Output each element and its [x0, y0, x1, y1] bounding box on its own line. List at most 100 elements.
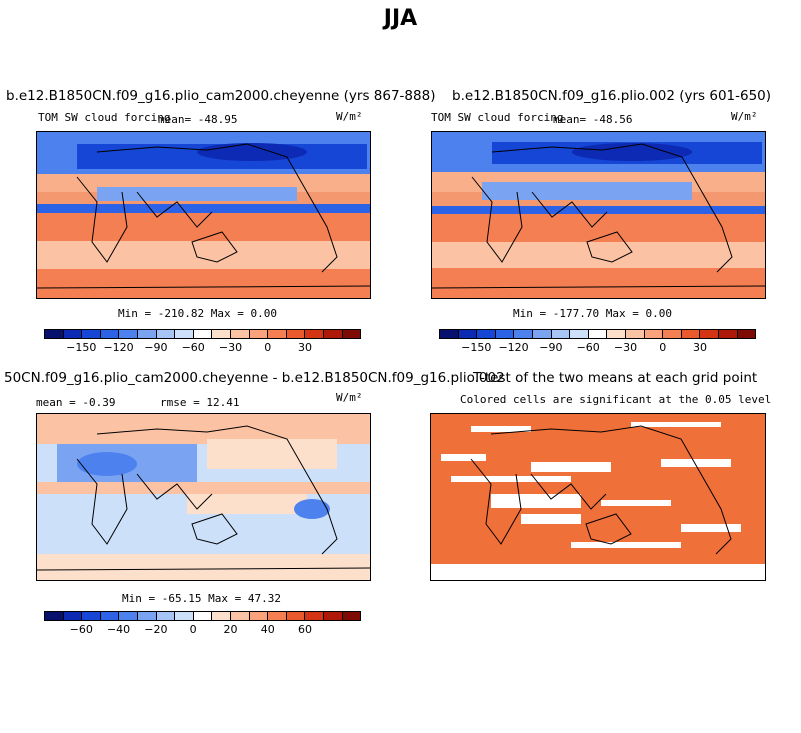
- panel-2-title: b.e12.B1850CN.f09_g16.plio.002 (yrs 601-…: [452, 88, 772, 104]
- colorbar-swatch: [230, 612, 250, 620]
- panel-2-colorbar: [439, 329, 756, 339]
- colorbar-swatch: [119, 612, 138, 620]
- colorbar-tick-label: −60: [69, 623, 93, 636]
- colorbar-tick-label: −90: [144, 341, 168, 354]
- colorbar-swatch: [137, 330, 157, 338]
- panel-4-title: T-test of the two means at each grid poi…: [473, 370, 758, 386]
- colorbar-swatch: [63, 330, 83, 338]
- panel-2-map-graphic: [432, 132, 765, 298]
- colorbar-swatch: [249, 612, 269, 620]
- panel-4-map-graphic: [431, 414, 765, 580]
- panel-2-minmax: Min = -177.70 Max = 0.00: [513, 307, 672, 320]
- panel-2-units: W/m²: [731, 110, 758, 123]
- colorbar-swatch: [625, 330, 645, 338]
- panel-3-map: [36, 413, 371, 581]
- colorbar-swatch: [45, 612, 64, 620]
- colorbar-swatch: [100, 330, 120, 338]
- panel-1-title: b.e12.B1850CN.f09_g16.plio_cam2000.cheye…: [6, 88, 436, 104]
- colorbar-swatch: [119, 330, 138, 338]
- colorbar-swatch: [156, 330, 176, 338]
- colorbar-swatch: [175, 612, 194, 620]
- panel-2-map: [431, 131, 766, 299]
- colorbar-tick-label: 0: [659, 341, 667, 354]
- colorbar-swatch: [681, 330, 701, 338]
- panel-1-colorbar: [44, 329, 361, 339]
- panel-2-colorbar-ticks: −150 −120 −90 −60 −30 0 30: [439, 339, 756, 355]
- colorbar-swatch: [551, 330, 571, 338]
- colorbar-swatch: [323, 612, 343, 620]
- colorbar-swatch: [63, 612, 83, 620]
- colorbar-swatch: [495, 330, 515, 338]
- panel-1-map-graphic: [37, 132, 370, 298]
- colorbar-tick-label: 0: [264, 341, 272, 354]
- colorbar-tick-label: 20: [223, 623, 238, 636]
- panel-3-map-graphic: [37, 414, 370, 580]
- colorbar-swatch: [570, 330, 589, 338]
- colorbar-swatch: [100, 612, 120, 620]
- colorbar-tick-label: −90: [539, 341, 563, 354]
- panel-1-minmax: Min = -210.82 Max = 0.00: [118, 307, 277, 320]
- colorbar-swatch: [156, 612, 176, 620]
- colorbar-swatch: [193, 330, 213, 338]
- colorbar-swatch: [82, 612, 101, 620]
- colorbar-tick-label: 60: [298, 623, 313, 636]
- colorbar-tick-label: −20: [144, 623, 168, 636]
- panel-4-map: [430, 413, 766, 581]
- panel-3-mean-label: mean = -0.39: [36, 396, 116, 409]
- panel-3-colorbar: [44, 611, 361, 621]
- colorbar-swatch: [342, 330, 361, 338]
- panel-4-subtitle: Colored cells are significant at the 0.0…: [460, 393, 772, 406]
- colorbar-swatch: [477, 330, 496, 338]
- panel-3-units: W/m²: [336, 391, 363, 404]
- colorbar-swatch: [137, 612, 157, 620]
- colorbar-swatch: [440, 330, 459, 338]
- colorbar-tick-label: −30: [218, 341, 243, 354]
- colorbar-swatch: [514, 330, 533, 338]
- colorbar-swatch: [305, 612, 324, 620]
- colorbar-swatch: [588, 330, 608, 338]
- colorbar-swatch: [323, 330, 343, 338]
- colorbar-tick-label: 30: [298, 341, 313, 354]
- panel-2-variable-label: TOM SW cloud forcing: [431, 111, 564, 124]
- panel-1-units: W/m²: [336, 110, 363, 123]
- panel-3-minmax: Min = -65.15 Max = 47.32: [122, 592, 281, 605]
- panel-1-variable-label: TOM SW cloud forcing: [38, 111, 171, 124]
- colorbar-tick-label: −150: [66, 341, 97, 354]
- colorbar-swatch: [286, 612, 306, 620]
- colorbar-swatch: [700, 330, 719, 338]
- colorbar-swatch: [175, 330, 194, 338]
- colorbar-swatch: [305, 330, 324, 338]
- colorbar-swatch: [212, 330, 231, 338]
- colorbar-tick-label: −60: [576, 341, 600, 354]
- figure-title: JJA: [383, 6, 418, 31]
- colorbar-tick-label: −120: [498, 341, 529, 354]
- colorbar-swatch: [458, 330, 478, 338]
- panel-3-title: 50CN.f09_g16.plio_cam2000.cheyenne - b.e…: [4, 370, 505, 386]
- colorbar-swatch: [230, 330, 250, 338]
- colorbar-swatch: [286, 330, 306, 338]
- colorbar-tick-label: −30: [613, 341, 638, 354]
- colorbar-swatch: [249, 330, 269, 338]
- colorbar-tick-label: −150: [461, 341, 492, 354]
- colorbar-swatch: [45, 330, 64, 338]
- colorbar-tick-label: −60: [181, 341, 205, 354]
- panel-1-map: [36, 131, 371, 299]
- panel-3-rmse-label: rmse = 12.41: [160, 396, 240, 409]
- panel-1-mean-label: mean= -48.95: [158, 113, 238, 126]
- colorbar-swatch: [82, 330, 101, 338]
- colorbar-swatch: [607, 330, 626, 338]
- panel-3-colorbar-ticks: −60 −40 −20 0 20 40 60: [44, 621, 361, 637]
- colorbar-swatch: [532, 330, 552, 338]
- colorbar-swatch: [268, 612, 287, 620]
- colorbar-tick-label: 40: [260, 623, 275, 636]
- colorbar-swatch: [212, 612, 231, 620]
- colorbar-swatch: [663, 330, 682, 338]
- panel-1-colorbar-ticks: −150 −120 −90 −60 −30 0 30: [44, 339, 361, 355]
- panel-2-mean-label: mean= -48.56: [553, 113, 633, 126]
- colorbar-swatch: [737, 330, 756, 338]
- colorbar-tick-label: 30: [693, 341, 708, 354]
- colorbar-swatch: [342, 612, 361, 620]
- colorbar-tick-label: −40: [106, 623, 131, 636]
- colorbar-swatch: [193, 612, 213, 620]
- colorbar-tick-label: −120: [103, 341, 134, 354]
